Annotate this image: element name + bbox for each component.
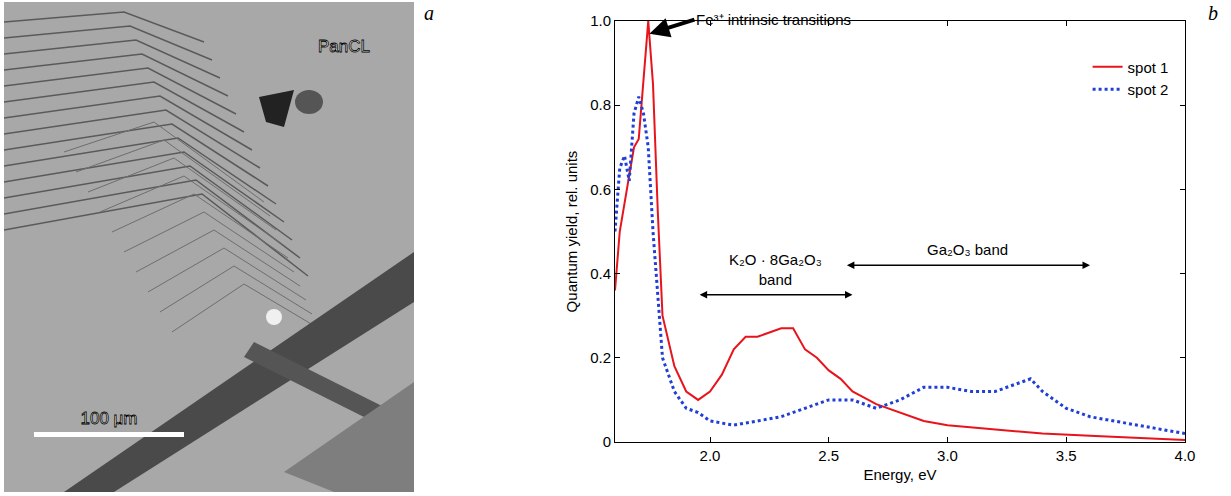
svg-text:0.8: 0.8 [590,96,611,113]
svg-text:K₂O · 8Ga₂O₃band: K₂O · 8Ga₂O₃band [729,251,822,288]
svg-text:Ga₂O₃ band: Ga₂O₃ band [927,241,1008,258]
svg-text:3.0: 3.0 [937,447,958,464]
svg-text:2.0: 2.0 [700,447,721,464]
svg-text:spot 2: spot 2 [1128,81,1169,98]
svg-text:Fe³⁺ intrinsic transitions: Fe³⁺ intrinsic transitions [696,11,851,28]
html-text:b: b [1208,2,1218,24]
svg-text:0.2: 0.2 [590,349,611,366]
svg-text:1.0: 1.0 [590,12,611,29]
svg-text:4.0: 4.0 [1175,447,1196,464]
svg-text:Energy, eV: Energy, eV [863,466,936,483]
svg-text:0.6: 0.6 [590,181,611,198]
svg-text:0.4: 0.4 [590,265,611,282]
svg-text:spot 1: spot 1 [1128,59,1169,76]
html-text:a: a [424,2,434,24]
svg-text:3.5: 3.5 [1056,447,1077,464]
svg-text:100 μm: 100 μm [80,409,137,428]
svg-text:0: 0 [603,433,611,450]
svg-text:Quantum yield, rel. units: Quantum yield, rel. units [563,151,580,313]
svg-text:2.5: 2.5 [818,447,839,464]
svg-text:PanCL: PanCL [318,37,370,56]
